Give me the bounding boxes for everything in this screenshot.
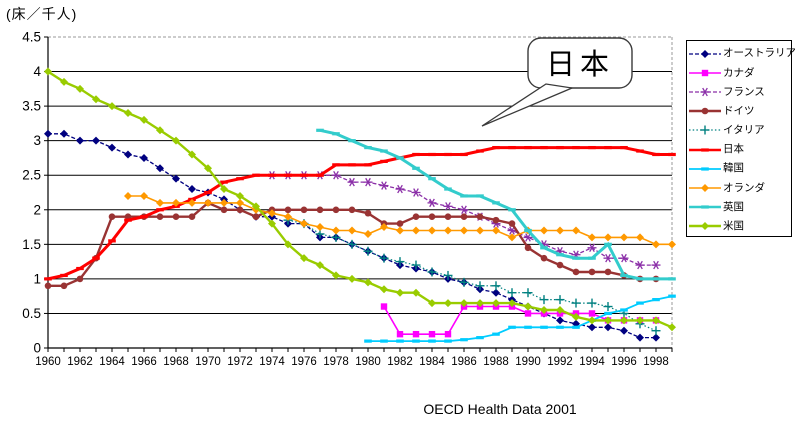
legend-swatch-france — [689, 87, 721, 97]
series-usa — [44, 67, 676, 332]
y-axis-tick-label: 4 — [33, 64, 41, 79]
x-axis-tick-label: 1982 — [387, 356, 413, 368]
y-axis-unit-label: (床／千人) — [6, 6, 78, 22]
legend-item-uk: 英国 — [687, 198, 791, 217]
chart-legend: オーストラリア カナダフランスドイツイタリア日本韓国オランダ英国米国 — [686, 40, 795, 237]
x-axis-tick-label: 1990 — [515, 356, 541, 368]
legend-item-usa: 米国 — [687, 217, 791, 236]
legend-label-canada: カナダ — [723, 66, 755, 79]
x-axis-tick-label: 1986 — [451, 356, 477, 368]
legend-label-netherlands: オランダ — [723, 181, 765, 194]
y-axis-tick-label: 1 — [33, 271, 41, 286]
callout-tail — [481, 83, 575, 127]
legend-item-germany: ドイツ — [687, 102, 791, 121]
y-axis-tick-label: 3.5 — [22, 99, 41, 114]
x-axis-tick-label: 1968 — [163, 356, 189, 368]
legend-swatch-usa — [689, 222, 721, 231]
y-axis-tick-label: 0 — [33, 341, 41, 356]
legend-swatch-germany — [689, 107, 721, 115]
legend-label-korea: 韓国 — [723, 162, 744, 175]
legend-label-japan: 日本 — [723, 143, 744, 156]
x-axis-tick-label: 1994 — [579, 356, 605, 368]
legend-swatch-japan — [689, 147, 721, 152]
series-netherlands — [124, 191, 676, 249]
legend-swatch-canada — [689, 69, 721, 76]
y-axis-tick-label: 3 — [33, 133, 41, 148]
series-japan — [44, 145, 676, 281]
legend-item-australia: オーストラリア — [687, 44, 795, 63]
y-axis-tick-label: 2 — [33, 202, 41, 217]
legend-swatch-netherlands — [689, 183, 721, 192]
x-axis-tick-label: 1976 — [291, 356, 317, 368]
x-axis-tick-label: 1960 — [35, 356, 61, 368]
x-axis-tick-label: 1978 — [323, 356, 349, 368]
x-axis-tick-label: 1984 — [419, 356, 445, 368]
y-axis: 0 0.5 1 1.5 2 2.5 3 3.5 4 4.5 — [22, 30, 48, 356]
legend-swatch-uk — [689, 205, 721, 209]
x-axis-tick-label: 1970 — [195, 356, 221, 368]
x-axis-tick-label: 1998 — [643, 356, 669, 368]
x-axis-tick-label: 1962 — [67, 356, 93, 368]
legend-item-france: フランス — [687, 82, 791, 101]
legend-item-italy: イタリア — [687, 121, 791, 140]
x-axis-tick-label: 1992 — [547, 356, 573, 368]
legend-label-france: フランス — [723, 85, 765, 98]
legend-label-germany: ドイツ — [723, 104, 755, 117]
x-axis-tick-label: 1996 — [611, 356, 637, 368]
legend-label-usa: 米国 — [723, 220, 744, 233]
series-korea — [364, 294, 676, 343]
x-axis-tick-label: 1964 — [99, 356, 125, 368]
x-axis-tick-label: 1966 — [131, 356, 157, 368]
line-chart-plot: 0 0.5 1 1.5 2 2.5 3 3.5 4 4.5 1960 1962 1964 1966 1968… — [22, 30, 676, 368]
legend-item-korea: 韓国 — [687, 159, 791, 178]
series-france — [267, 170, 661, 270]
y-axis-tick-label: 4.5 — [22, 30, 41, 45]
x-axis-tick-label: 1974 — [259, 356, 285, 368]
legend-item-canada: カナダ — [687, 63, 791, 82]
y-axis-tick-label: 1.5 — [22, 237, 41, 252]
source-caption: OECD Health Data 2001 — [423, 401, 577, 417]
callout-label: 日本 — [546, 48, 614, 81]
legend-swatch-australia — [689, 49, 721, 58]
legend-swatch-korea — [689, 167, 721, 171]
x-axis: 1960 1962 1964 1966 1968 1970 1972 1974 1976 1978… — [35, 348, 673, 368]
x-axis-tick-label: 1980 — [355, 356, 381, 368]
series-australia — [44, 129, 660, 342]
legend-label-uk: 英国 — [723, 200, 744, 213]
series-uk — [316, 128, 676, 281]
y-axis-tick-label: 0.5 — [22, 306, 41, 321]
y-axis-tick-label: 2.5 — [22, 168, 41, 183]
legend-label-italy: イタリア — [723, 124, 765, 137]
legend-label-australia: オーストラリア — [723, 47, 795, 60]
x-axis-tick-label: 1972 — [227, 356, 253, 368]
axes — [47, 37, 672, 349]
legend-item-japan: 日本 — [687, 140, 791, 159]
gridlines — [48, 36, 673, 348]
legend-item-netherlands: オランダ — [687, 178, 791, 197]
legend-swatch-italy — [689, 125, 721, 135]
x-axis-tick-label: 1988 — [483, 356, 509, 368]
japan-callout: 日本 — [481, 37, 633, 127]
